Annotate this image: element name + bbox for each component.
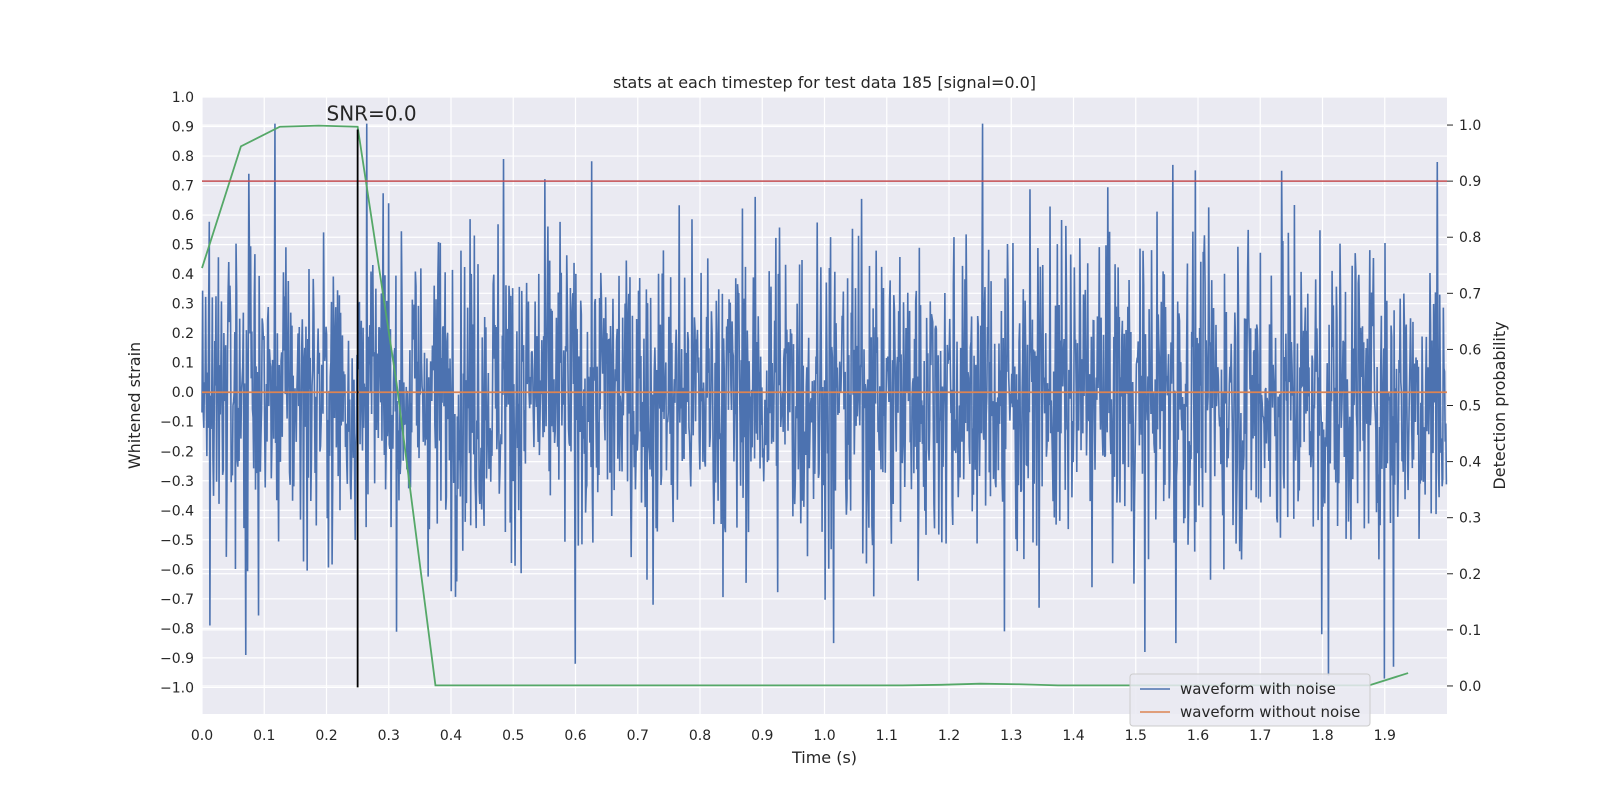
y-right-tick-label: 0.5 [1459, 399, 1481, 415]
y-right-tick-label: 0.3 [1459, 511, 1481, 527]
x-tick-label: 0.1 [253, 728, 275, 744]
y-left-tick-label: −0.7 [160, 592, 194, 608]
y-right-tick-label: 1.0 [1459, 118, 1481, 134]
x-tick-label: 0.8 [689, 728, 711, 744]
y-left-tick-label: 0.0 [172, 385, 194, 401]
x-tick-label: 0.5 [502, 728, 524, 744]
y-left-tick-label: 0.8 [172, 149, 194, 165]
y-left-tick-label: 0.4 [172, 267, 194, 283]
x-tick-label: 1.6 [1187, 728, 1209, 744]
x-tick-label: 0.0 [191, 728, 213, 744]
x-tick-label: 1.2 [938, 728, 960, 744]
x-tick-label: 1.9 [1374, 728, 1396, 744]
y-left-tick-label: 0.5 [172, 238, 194, 254]
y-right-tick-label: 0.1 [1459, 623, 1481, 639]
y-right-tick-label: 0.7 [1459, 286, 1481, 302]
y-right-tick-label: 0.8 [1459, 230, 1481, 246]
y-right-tick-label: 0.6 [1459, 342, 1481, 358]
legend: waveform with noise waveform without noi… [1129, 673, 1371, 727]
y-right-tick-label: 0.2 [1459, 567, 1481, 583]
snr-annotation: SNR=0.0 [327, 102, 417, 126]
legend-box [1129, 673, 1371, 727]
y-axis-right-label: Detection probability [1490, 321, 1509, 489]
y-left-tick-label: 0.3 [172, 297, 194, 313]
y-left-tick-label: 0.2 [172, 326, 194, 342]
x-tick-label: 1.0 [813, 728, 835, 744]
x-tick-label: 1.5 [1125, 728, 1147, 744]
x-tick-label: 0.2 [315, 728, 337, 744]
legend-label-clean: waveform without noise [1180, 703, 1360, 721]
x-tick-label: 0.9 [751, 728, 773, 744]
y-left-tick-label: −0.8 [160, 621, 194, 637]
series-layer [201, 123, 1448, 688]
y-left-tick-label: −0.1 [160, 415, 194, 431]
y-right-tick-label: 0.4 [1459, 455, 1481, 471]
y-left-tick-label: 0.6 [172, 208, 194, 224]
y-axis-left-label: Whitened strain [125, 342, 144, 469]
x-tick-label: 1.1 [876, 728, 898, 744]
y-left-tick-label: −0.2 [160, 444, 194, 460]
x-axis-label: Time (s) [791, 748, 857, 767]
x-tick-label: 1.7 [1249, 728, 1271, 744]
y-right-tick-label: 0.0 [1459, 679, 1481, 695]
axes: 0.0 0.1 0.2 0.3 0.4 0.5 0.6 0.7 0.8 0.9 1.0 1.1 1.2 1… [160, 90, 1481, 744]
x-tick-label: 1.4 [1062, 728, 1084, 744]
y-left-tick-label: −1.0 [160, 680, 194, 696]
y-left-tick-label: 0.7 [172, 179, 194, 195]
y-left-tick-label: −0.4 [160, 503, 194, 519]
x-tick-label: 0.3 [378, 728, 400, 744]
x-tick-label: 0.7 [627, 728, 649, 744]
y-right-tick-label: 0.9 [1459, 174, 1481, 190]
y-left-tick-label: 1.0 [172, 90, 194, 106]
series-waveform-with-noise [201, 123, 1448, 679]
y-left-tick-label: −0.9 [160, 651, 194, 667]
x-tick-label: 1.8 [1311, 728, 1333, 744]
legend-label-noise: waveform with noise [1180, 680, 1336, 698]
x-tick-label: 0.4 [440, 728, 462, 744]
y-left-tick-label: 0.1 [172, 356, 194, 372]
y-left-tick-label: −0.3 [160, 474, 194, 490]
chart-title: stats at each timestep for test data 185… [613, 73, 1036, 92]
x-tick-label: 0.6 [564, 728, 586, 744]
y-left-tick-label: −0.5 [160, 533, 194, 549]
y-left-tick-label: −0.6 [160, 562, 194, 578]
y-left-tick-label: 0.9 [172, 120, 194, 136]
x-tick-label: 1.3 [1000, 728, 1022, 744]
